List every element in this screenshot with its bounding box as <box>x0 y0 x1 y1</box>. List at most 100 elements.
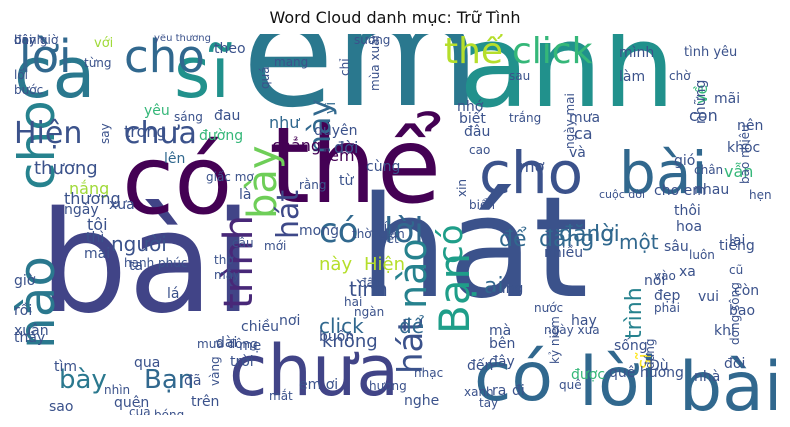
word: nên <box>737 118 764 134</box>
word: bài <box>679 348 776 416</box>
word: đăng <box>539 227 595 252</box>
word: ngày xưa <box>544 323 600 337</box>
word: cũng <box>489 281 524 297</box>
word: với <box>94 36 114 51</box>
word: xưa <box>109 197 135 213</box>
word: ai <box>484 274 504 299</box>
word: hoa <box>676 219 703 235</box>
word: đêm <box>319 146 355 165</box>
word: mình <box>619 45 655 61</box>
word: biển <box>469 198 495 212</box>
word: khóc <box>727 140 761 156</box>
word: được <box>571 367 606 383</box>
word: cho <box>479 139 584 207</box>
chart-title: Word Cloud danh mục: Trữ Tình <box>269 8 521 27</box>
word: đây <box>489 354 515 370</box>
word: thì <box>86 230 105 246</box>
word: để <box>499 227 527 252</box>
word: quê <box>559 378 582 392</box>
word: quên <box>114 395 150 411</box>
word: ta <box>129 258 144 274</box>
word: và <box>569 145 586 161</box>
word: say <box>98 123 112 144</box>
word: sĩ <box>174 34 230 114</box>
word: sương <box>354 34 391 47</box>
word: chân <box>694 163 724 177</box>
word: sáng <box>174 110 203 124</box>
word: ca <box>14 34 96 114</box>
word: vui <box>698 289 720 305</box>
word: mai <box>84 246 111 262</box>
word: đến <box>467 358 494 374</box>
word: xin <box>455 178 469 197</box>
word: mưa <box>569 110 601 126</box>
word: có <box>319 211 359 251</box>
word: nghe <box>404 393 440 409</box>
word: đôi <box>724 356 746 372</box>
word: đời <box>334 138 359 157</box>
word-cloud: em anh bài hát thể có ca sĩ chưa có lời bài cho bài ch… <box>14 34 776 415</box>
word: dài <box>216 335 238 351</box>
word: bài <box>619 139 708 207</box>
word: ca <box>574 124 593 143</box>
word: sao <box>49 399 74 415</box>
word: làm <box>619 69 646 85</box>
word: hạnh phúc <box>124 256 188 270</box>
word: thôi <box>674 203 701 219</box>
word: bày <box>59 365 107 395</box>
word: nhau <box>694 182 730 198</box>
word: ngàn <box>354 305 385 319</box>
word: cao <box>469 143 491 157</box>
word: Dù <box>649 358 669 374</box>
word: thể <box>444 34 504 72</box>
word: chưa <box>124 116 197 151</box>
word: thấy <box>14 330 46 346</box>
word: lối <box>14 68 29 82</box>
word: rằng <box>299 178 327 192</box>
word: thể <box>269 105 442 227</box>
word: tình yêu <box>684 45 738 60</box>
word: tìm <box>54 359 78 375</box>
word: này <box>319 254 353 275</box>
word: có <box>431 224 471 265</box>
word: Hiện <box>364 254 406 275</box>
word: cho em <box>654 183 706 199</box>
word: thương <box>64 189 121 208</box>
word: khi <box>714 323 735 339</box>
word: lời <box>594 222 620 247</box>
word: tiếng <box>719 238 755 254</box>
word: nơi <box>279 313 301 329</box>
word: cũ <box>729 263 744 277</box>
word: giờ <box>14 273 36 289</box>
word: sống <box>614 338 648 354</box>
word: trên <box>191 394 220 410</box>
word: có <box>474 338 553 415</box>
word: tôi <box>87 215 108 234</box>
word: theo <box>214 41 246 57</box>
word: biết <box>459 111 486 127</box>
word: mây <box>214 268 241 282</box>
word: như <box>269 113 300 132</box>
word: lại <box>729 233 746 249</box>
word: rồi <box>14 303 33 319</box>
word: đất <box>359 276 379 290</box>
word: cho <box>124 34 205 83</box>
word: không <box>322 331 378 352</box>
word: hai <box>344 295 363 309</box>
word: nhà <box>694 369 721 385</box>
word: đã <box>184 373 202 389</box>
word: lời <box>579 343 659 416</box>
word: thương <box>34 158 98 179</box>
word: mắt <box>269 389 293 403</box>
word: duyên <box>314 123 358 139</box>
word: mang <box>274 55 309 69</box>
word: anh <box>459 34 676 134</box>
word: là <box>239 187 252 203</box>
word: bao nhiêu <box>738 124 752 184</box>
word: bao <box>729 303 756 319</box>
word: nước <box>534 301 564 315</box>
word: từng <box>84 56 112 70</box>
word: đăng <box>559 222 615 247</box>
word: em ơi <box>299 377 339 393</box>
word: nhạc <box>414 366 444 380</box>
